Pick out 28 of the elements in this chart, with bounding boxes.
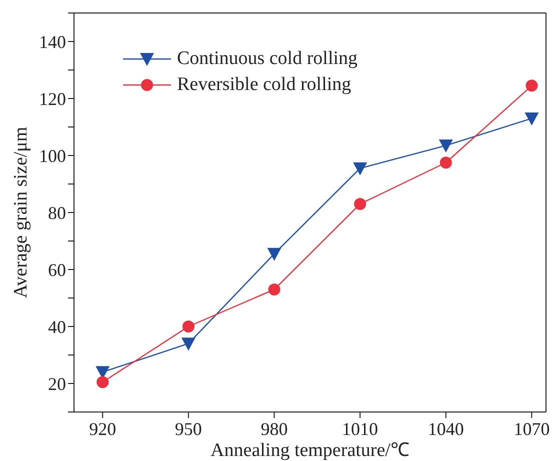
legend-label: Reversible cold rolling xyxy=(177,74,352,96)
x-tick-label: 920 xyxy=(89,418,116,439)
x-tick-label: 980 xyxy=(260,418,288,439)
legend-label: Continuous cold rolling xyxy=(177,48,358,70)
point xyxy=(182,320,194,332)
x-axis-title: Annealing temperature/℃ xyxy=(210,440,410,461)
point xyxy=(438,140,453,153)
y-tick-label: 120 xyxy=(39,88,66,109)
x-tick-label: 950 xyxy=(174,418,202,439)
point xyxy=(526,80,538,92)
y-tick-label: 80 xyxy=(48,202,66,223)
point xyxy=(524,112,539,126)
y-tick-label: 100 xyxy=(39,146,66,166)
point xyxy=(440,156,452,169)
point xyxy=(353,162,368,176)
y-tick-label: 40 xyxy=(48,316,66,337)
point xyxy=(354,198,366,210)
point xyxy=(181,338,196,351)
y-axis-title: Average grain size/μm xyxy=(10,126,32,298)
x-tick-label: 1010 xyxy=(342,418,378,439)
y-tick-label: 140 xyxy=(39,32,66,52)
y-tick-label: 20 xyxy=(48,374,66,394)
point xyxy=(267,248,282,261)
x-tick-label: 1070 xyxy=(514,418,550,439)
x-tick-label: 1040 xyxy=(428,418,464,439)
y-tick-label: 60 xyxy=(48,260,66,280)
point xyxy=(268,283,280,296)
point xyxy=(96,376,109,388)
